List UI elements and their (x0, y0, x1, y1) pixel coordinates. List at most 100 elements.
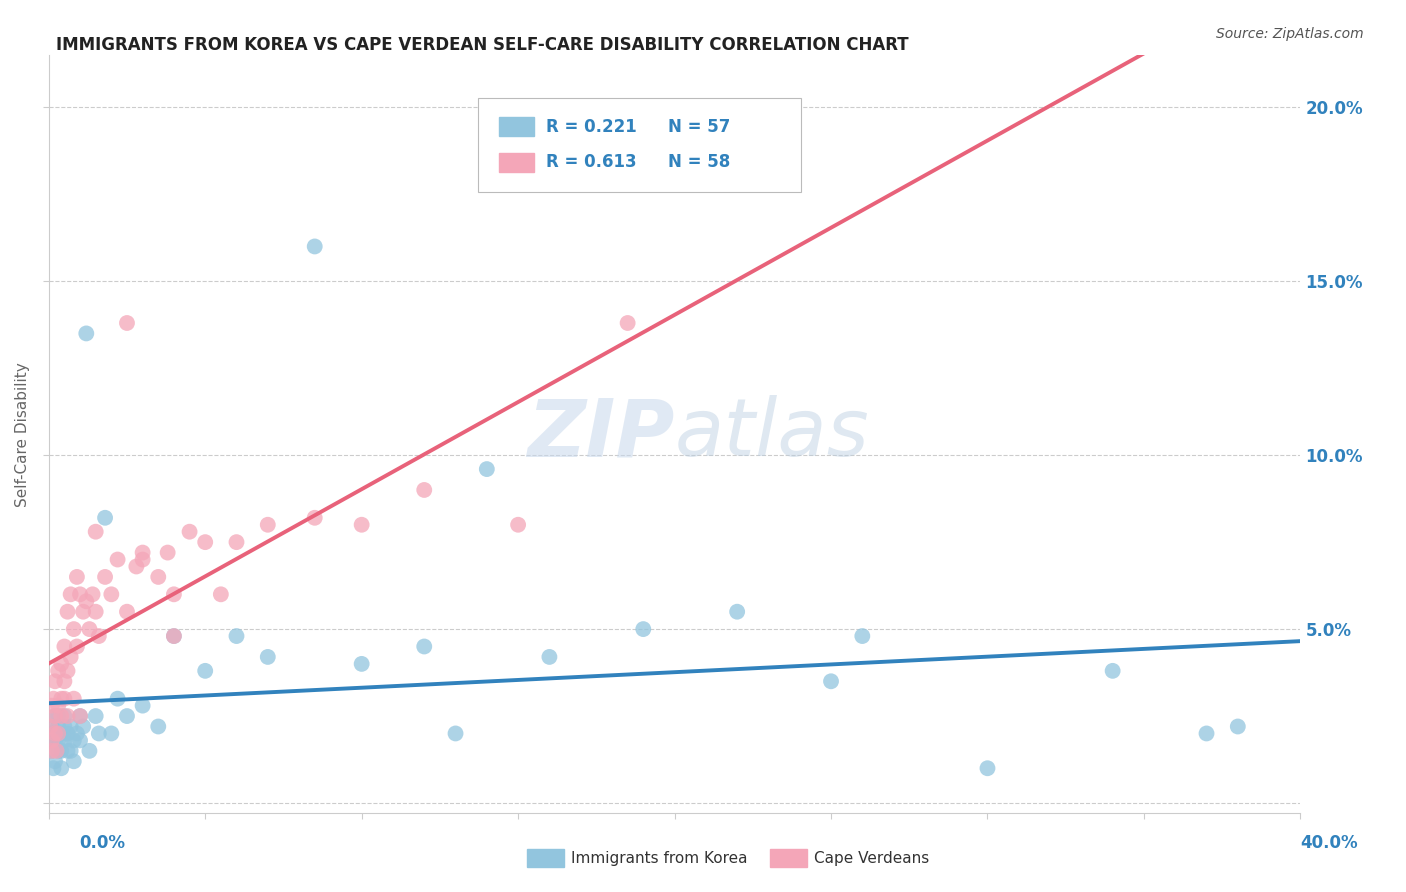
Point (1226, 719, 1249, 733)
Text: IMMIGRANTS FROM KOREA VS CAPE VERDEAN SELF-CARE DISABILITY CORRELATION CHART: IMMIGRANTS FROM KOREA VS CAPE VERDEAN SE… (56, 36, 908, 54)
Point (44, 709, 66, 723)
Point (107, 552, 129, 566)
Point (79, 744, 101, 758)
Point (107, 691, 129, 706)
Y-axis label: Self-Care Disability: Self-Care Disability (15, 362, 30, 507)
Point (53, 674, 76, 689)
Point (131, 552, 153, 566)
Point (156, 545, 179, 559)
Point (45, 744, 67, 758)
Point (413, 640, 436, 654)
Point (42, 691, 65, 706)
Point (163, 629, 186, 643)
Point (94, 570, 117, 584)
Point (39, 726, 62, 740)
Point (84, 524, 107, 539)
Point (62, 733, 84, 747)
Text: N = 57: N = 57 (668, 118, 730, 136)
Point (51, 761, 73, 775)
Point (53, 691, 76, 706)
Point (115, 709, 138, 723)
Point (115, 316, 138, 330)
Point (66, 726, 89, 740)
Point (53, 733, 76, 747)
Text: 0.0%: 0.0% (80, 834, 125, 852)
Point (53, 719, 76, 733)
Point (1101, 664, 1123, 678)
Point (56, 744, 79, 758)
Text: Immigrants from Korea: Immigrants from Korea (571, 851, 748, 865)
Point (131, 698, 153, 713)
Point (44, 733, 66, 747)
Text: ZIP: ZIP (527, 395, 675, 474)
Point (131, 545, 153, 559)
Point (225, 629, 247, 643)
Point (66, 640, 89, 654)
Point (46, 726, 69, 740)
Text: R = 0.221: R = 0.221 (546, 118, 637, 136)
Point (51, 691, 73, 706)
Point (51, 726, 73, 740)
Point (72, 719, 94, 733)
Point (56, 664, 79, 678)
Point (256, 517, 278, 532)
Point (820, 674, 842, 689)
Point (163, 629, 186, 643)
Point (82, 587, 104, 601)
Text: N = 58: N = 58 (668, 153, 730, 171)
Point (59, 649, 82, 664)
Point (59, 719, 82, 733)
Point (72, 605, 94, 619)
Point (44, 726, 66, 740)
Point (115, 605, 138, 619)
Point (46, 733, 69, 747)
Point (148, 570, 170, 584)
Point (39, 719, 62, 733)
Point (163, 587, 186, 601)
Point (444, 726, 467, 740)
Text: R = 0.613: R = 0.613 (546, 153, 636, 171)
Text: atlas: atlas (675, 395, 869, 474)
Point (508, 517, 530, 532)
Point (976, 761, 998, 775)
Point (69, 733, 91, 747)
Point (209, 587, 232, 601)
Point (94, 510, 117, 524)
Text: Source: ZipAtlas.com: Source: ZipAtlas.com (1216, 27, 1364, 41)
Point (41, 733, 63, 747)
Point (100, 587, 122, 601)
Point (41, 744, 63, 758)
Point (75, 326, 97, 341)
Point (46, 744, 69, 758)
Point (350, 517, 373, 532)
Point (616, 316, 638, 330)
Point (56, 726, 79, 740)
Point (538, 649, 561, 664)
Point (69, 709, 91, 723)
Point (44, 709, 66, 723)
Point (46, 709, 69, 723)
Point (69, 587, 91, 601)
Point (41, 719, 63, 733)
Point (194, 535, 217, 549)
Point (350, 657, 373, 671)
Point (851, 629, 873, 643)
Point (59, 587, 82, 601)
Point (46, 719, 69, 733)
Point (1195, 726, 1218, 740)
Point (148, 719, 170, 733)
Point (46, 664, 69, 678)
Point (194, 664, 217, 678)
Text: Cape Verdeans: Cape Verdeans (814, 851, 929, 865)
Point (75, 594, 97, 608)
Point (725, 605, 748, 619)
Point (79, 622, 101, 636)
Point (51, 657, 73, 671)
Point (53, 709, 76, 723)
Point (475, 462, 498, 476)
Point (87, 726, 110, 740)
Point (59, 744, 82, 758)
Point (304, 239, 326, 253)
Point (44, 674, 66, 689)
Point (66, 570, 89, 584)
